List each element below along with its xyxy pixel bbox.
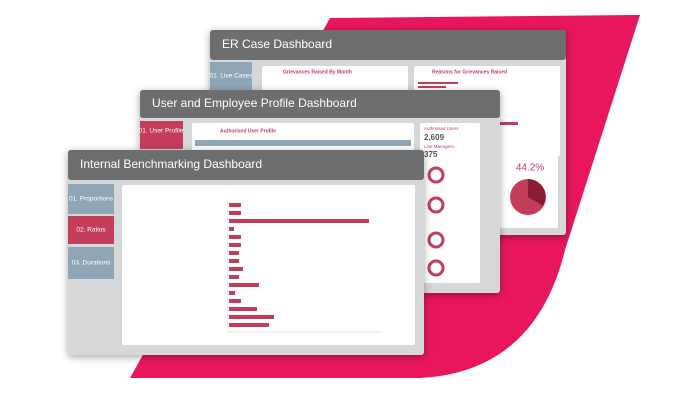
panel-title: Reasons for Grievances Raised xyxy=(432,69,507,75)
card-header xyxy=(210,30,566,60)
decor-bar xyxy=(418,82,458,84)
decor-bar xyxy=(229,227,234,231)
decor-bar xyxy=(229,243,241,247)
chart-panel xyxy=(122,185,415,345)
gauge xyxy=(427,259,445,277)
tab-label[interactable]: 01. Live Cases xyxy=(210,73,254,80)
card-header xyxy=(140,90,500,118)
decor-bar xyxy=(229,219,369,223)
tab-label[interactable]: 02. Ratios xyxy=(76,227,106,234)
kpi-value: 375 xyxy=(424,150,438,159)
panel-title: Grievances Raised By Month xyxy=(283,69,352,75)
decor-bar xyxy=(229,275,239,279)
decor-bar xyxy=(229,283,259,287)
dashboard-title: User and Employee Profile Dashboard xyxy=(152,96,357,110)
tab-label[interactable]: 01. User Profile xyxy=(139,128,184,135)
kpi-panel xyxy=(420,123,480,283)
tab[interactable] xyxy=(68,247,114,279)
tab-label[interactable]: 03. Durations xyxy=(72,260,111,267)
card-header xyxy=(68,150,424,180)
decor-bar xyxy=(229,299,241,303)
kpi-label: Authorised Users xyxy=(424,126,459,131)
tab[interactable] xyxy=(68,184,114,214)
decor-bar xyxy=(229,291,235,295)
dashboard-title: Internal Benchmarking Dashboard xyxy=(80,157,262,171)
kpi-label: Line Managers xyxy=(424,144,455,149)
decor-bar xyxy=(418,86,446,88)
decor-bar xyxy=(229,235,241,239)
decor-bar xyxy=(229,203,241,207)
decor-bar xyxy=(229,315,274,319)
gauge-value: 44.2% xyxy=(516,163,544,174)
gauge xyxy=(427,196,445,214)
decor-bar xyxy=(229,267,243,271)
decor-bar xyxy=(229,259,239,263)
table-header xyxy=(195,140,411,146)
pie-slice xyxy=(528,179,546,206)
decor-bar xyxy=(229,211,241,215)
panel-title: Authorised User Profile xyxy=(220,128,276,134)
tab[interactable] xyxy=(68,216,114,244)
gauge xyxy=(427,231,445,249)
decor-bar xyxy=(229,251,239,255)
gauge xyxy=(427,166,445,184)
decor-bar xyxy=(229,307,257,311)
kpi-value: 2,609 xyxy=(424,133,445,142)
dashboard-title: ER Case Dashboard xyxy=(222,37,332,51)
benchmark-dashboard: Internal Benchmarking Dashboard 01. Prop… xyxy=(68,150,424,355)
tab[interactable] xyxy=(210,62,252,90)
tab[interactable] xyxy=(140,121,183,149)
tab-label[interactable]: 01. Proportions xyxy=(69,196,114,203)
decor-bar xyxy=(229,323,269,327)
